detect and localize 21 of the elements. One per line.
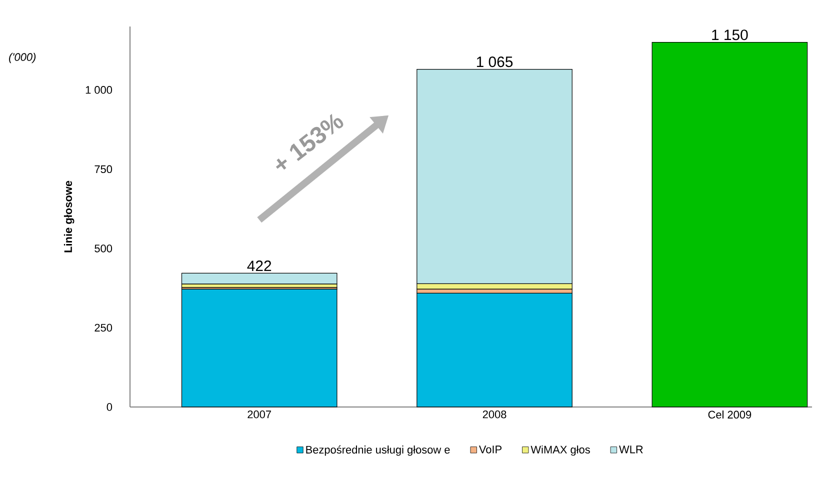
legend-label: VoIP	[478, 446, 502, 454]
y-tick-label: 0	[106, 403, 112, 411]
y-tick-label: 500	[94, 244, 112, 252]
bar	[181, 288, 338, 408]
bar	[652, 42, 808, 408]
legend-label: WiMAX głos	[530, 445, 590, 456]
y-tick-label: 1 000	[86, 86, 112, 94]
y-tick-label: 250	[94, 324, 112, 332]
bar	[181, 272, 338, 284]
total-label: 1 150	[712, 30, 748, 40]
bar	[416, 292, 572, 408]
x-tick-label: Cel 2009	[708, 410, 752, 419]
x-tick-label: 2007	[248, 410, 271, 418]
total-label: 1 065	[476, 56, 513, 68]
legend-label: WLR	[619, 446, 643, 454]
text: ('000)	[9, 52, 36, 64]
y-axis-title: Linie głosowe	[64, 180, 74, 252]
total-label: 422	[247, 260, 272, 271]
y-tick-label: 750	[94, 165, 112, 174]
x-tick-label: 2008	[482, 410, 506, 418]
legend-label: Bezpośrednie usługi głosow e	[306, 445, 450, 456]
